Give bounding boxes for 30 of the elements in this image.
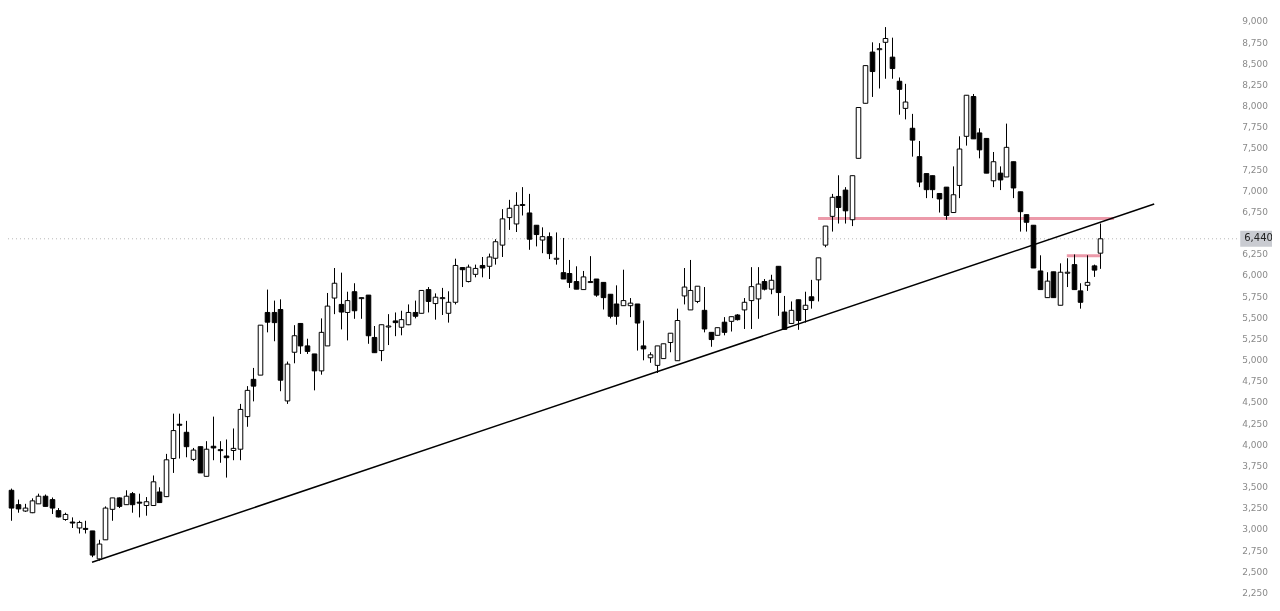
y-tick-label: 3,750 [1242,460,1269,471]
y-tick-label: 6,750 [1242,206,1269,217]
y-tick-label: 2,500 [1242,566,1269,577]
y-tick-label: 8,500 [1242,58,1269,69]
y-tick-label: 4,000 [1242,439,1269,450]
y-tick-label: 8,750 [1242,37,1269,48]
y-tick-label: 5,750 [1242,291,1269,302]
y-tick-label: 7,250 [1242,164,1269,175]
y-tick-label: 7,000 [1242,185,1269,196]
y-tick-label: 3,000 [1242,524,1269,535]
y-tick-label: 3,250 [1242,503,1269,514]
candlestick [855,107,862,159]
y-tick-label: 9,000 [1242,16,1269,27]
y-tick-label: 4,250 [1242,418,1269,429]
y-tick-label: 5,500 [1242,312,1269,323]
y-tick-label: 8,000 [1242,101,1269,112]
ref-line-label: 6,440 [1244,232,1273,244]
y-tick-label: 4,750 [1242,376,1269,387]
y-tick-label: 2,750 [1242,545,1269,556]
candlestick [862,65,869,104]
y-tick-label: 6,250 [1242,249,1269,260]
y-tick-label: 3,500 [1242,482,1269,493]
y-tick-label: 2,250 [1242,587,1269,598]
y-tick-label: 5,000 [1242,355,1269,366]
y-tick-label: 7,500 [1242,143,1269,154]
y-tick-label: 6,000 [1242,270,1269,281]
y-tick-label: 7,750 [1242,122,1269,133]
y-tick-label: 5,250 [1242,333,1269,344]
y-tick-label: 4,500 [1242,397,1269,408]
y-tick-label: 8,250 [1242,79,1269,90]
